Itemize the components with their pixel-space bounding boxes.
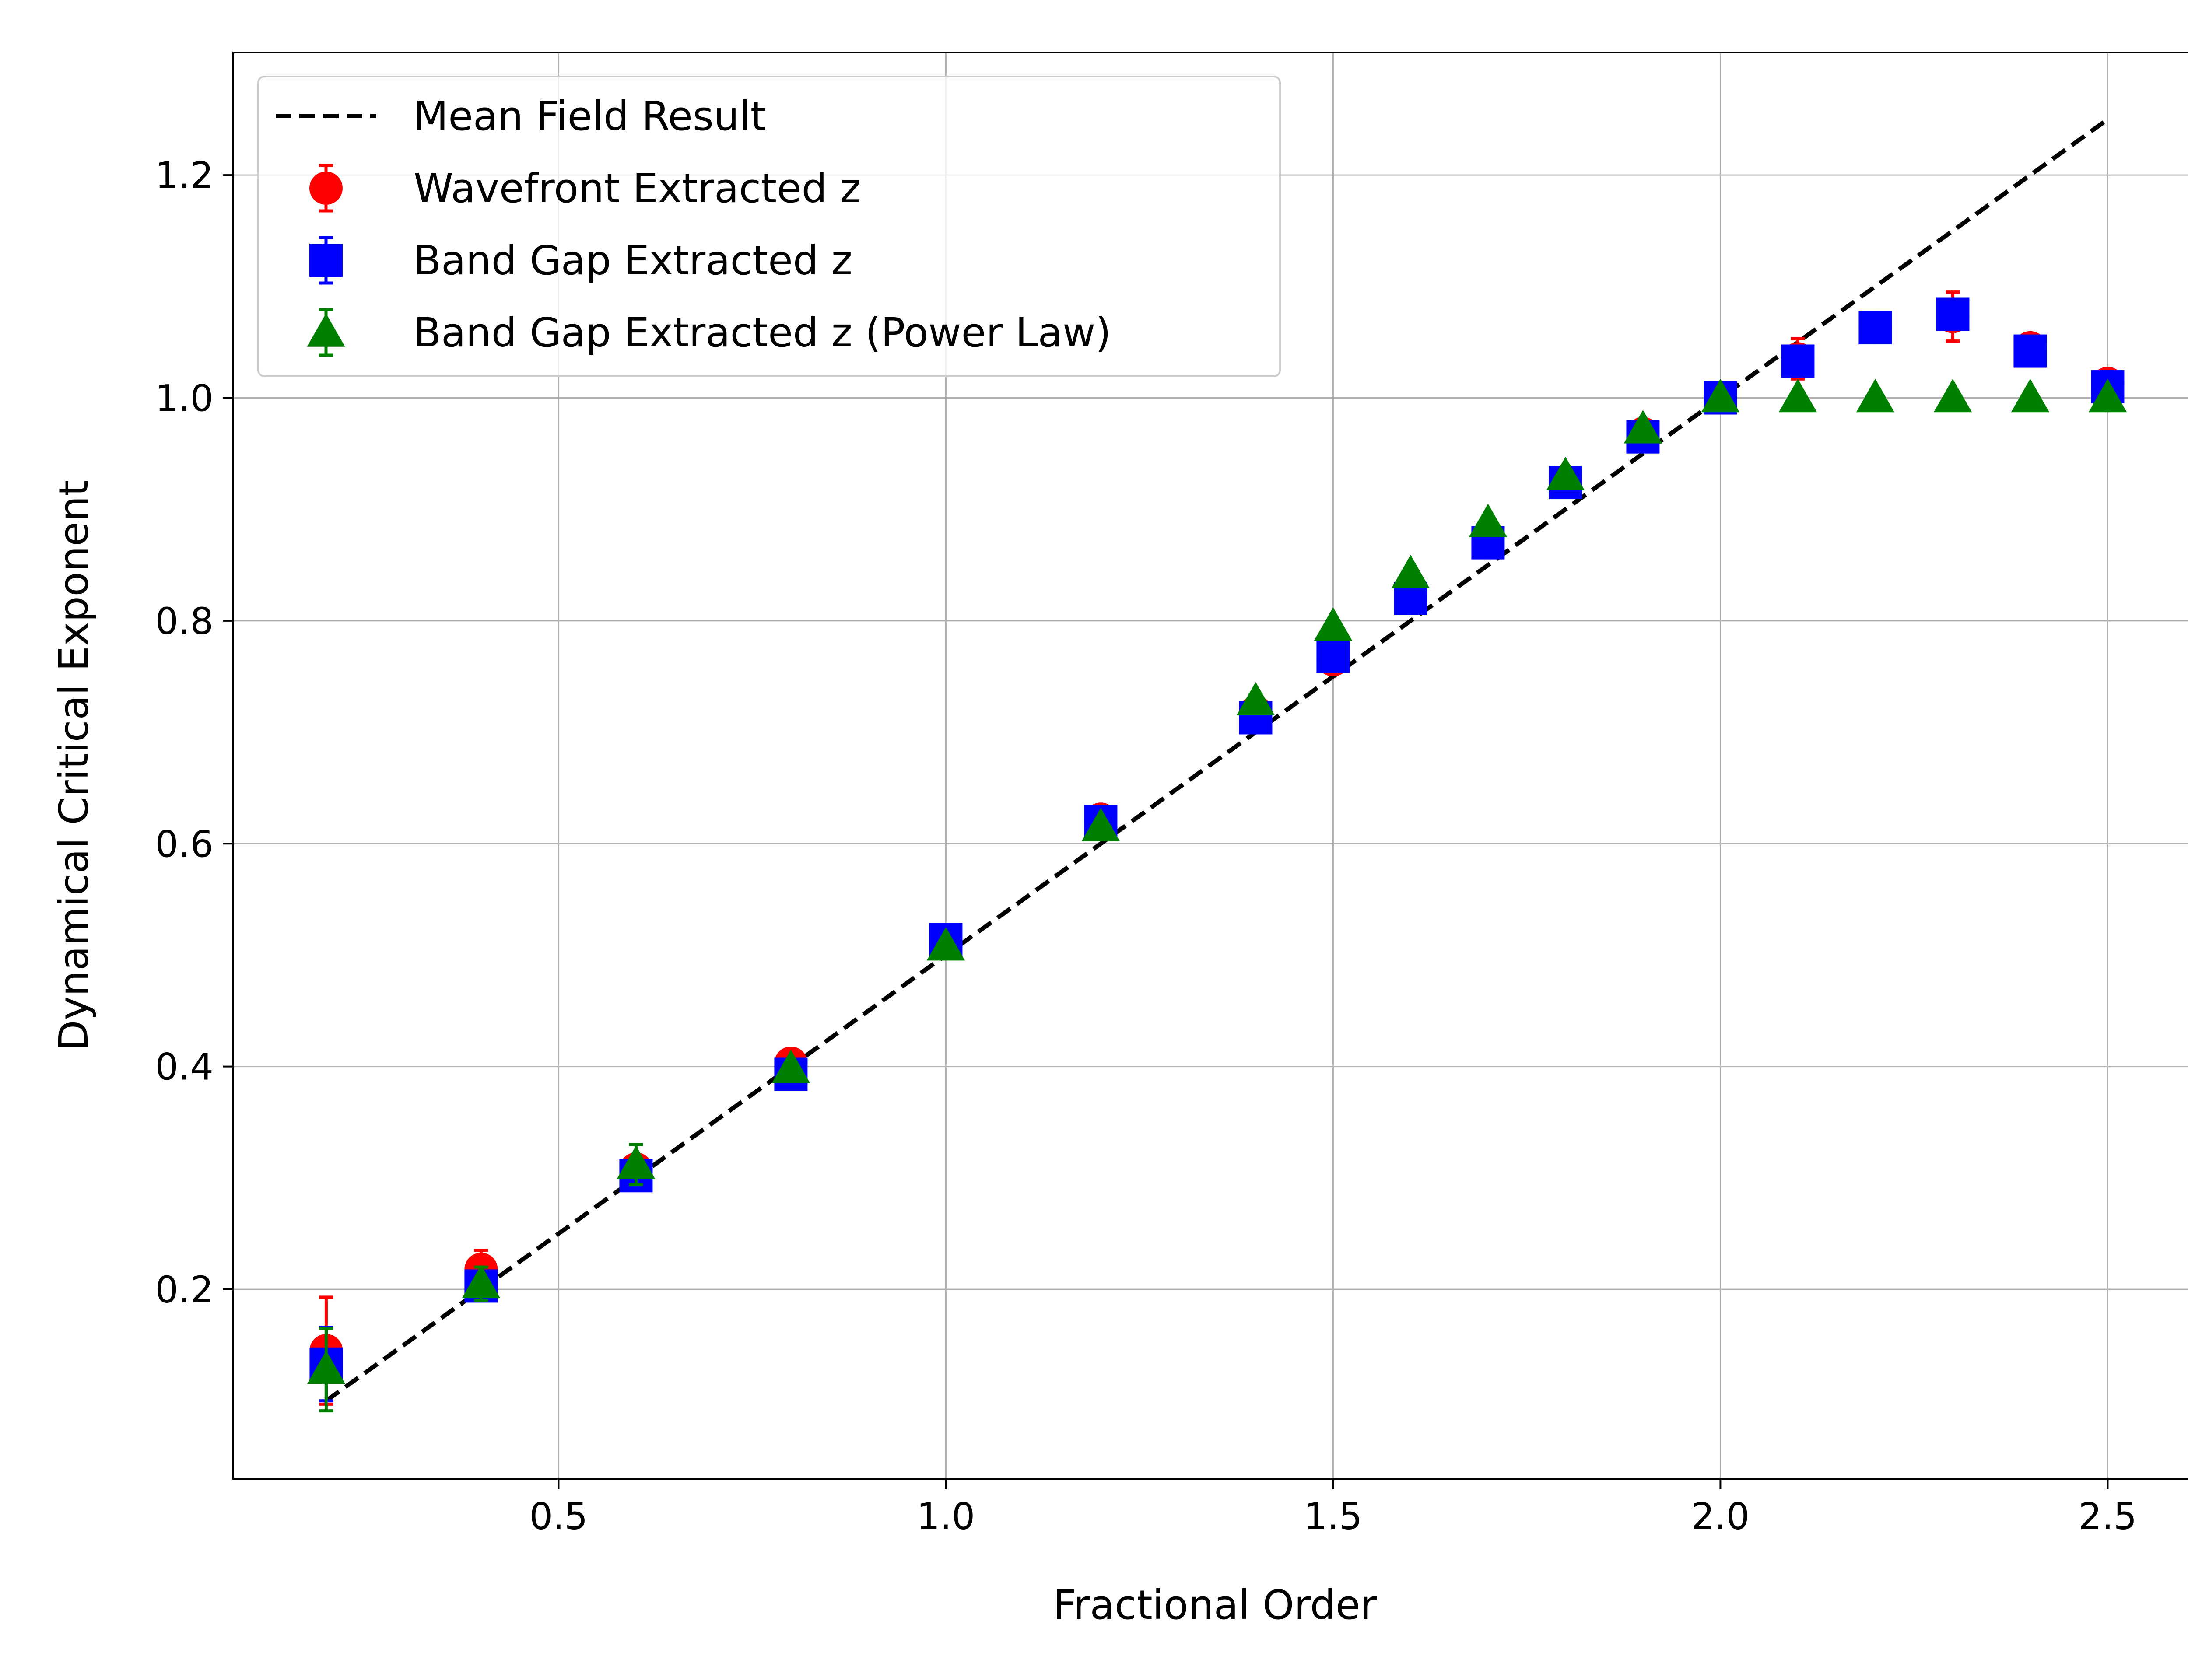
data-point [1546,457,1585,490]
data-point [1701,378,1740,413]
legend-swatch-square [309,236,343,285]
y-tick-label: 1.2 [155,154,214,197]
data-point [1933,378,1972,413]
data-point [1469,504,1508,537]
data-point [1623,410,1662,444]
data-point [2088,378,2127,413]
y-tick-label: 0.2 [155,1268,214,1311]
axis-ticks: 0.5 1.0 1.5 2.0 2.5 0.2 0.4 0.6 0.8 1.0 1.2 [155,154,2137,1538]
y-axis-label: Dynamical Critical Exponent [50,480,97,1051]
data-point [617,1145,656,1179]
x-tick-label: 2.0 [1691,1495,1750,1538]
legend-label-wavefront: Wavefront Extracted z [414,165,861,212]
legend-marker [309,172,343,205]
y-tick-label: 0.4 [155,1046,214,1088]
data-point [2013,334,2047,368]
plot-area-frame [232,52,2188,1480]
data-point [1778,378,1817,413]
x-axis-label: Fractional Order [1053,1582,1377,1628]
data-point [1781,344,1815,378]
data-point [1856,378,1895,413]
data-point [1391,555,1430,588]
legend: Mean Field Result Wavefront Extracted z … [257,76,1281,377]
legend-marker [307,313,345,347]
data-point [926,927,965,961]
legend-items [276,114,376,357]
y-tick-label: 0.6 [155,822,214,865]
legend-label-mean-field: Mean Field Result [414,93,766,140]
data-point [2011,378,2050,413]
data-point [1858,311,1892,345]
series-triangle [307,378,2127,1413]
x-tick-label: 1.0 [917,1495,975,1538]
data-series [307,290,2127,1413]
x-tick-label: 2.5 [2079,1495,2137,1538]
y-tick-label: 0.8 [155,600,214,643]
data-point [1316,640,1350,673]
data-point [1936,298,1970,331]
y-tick-label: 1.0 [155,377,214,420]
data-point [1081,808,1120,841]
data-point [462,1264,501,1298]
data-point [771,1050,810,1083]
data-point [1314,607,1353,641]
legend-label-band-gap-power-law: Band Gap Extracted z (Power Law) [414,309,1111,356]
data-point [307,1350,346,1384]
legend-label-band-gap: Band Gap Extracted z [414,237,852,284]
x-tick-label: 1.5 [1304,1495,1363,1538]
legend-box [257,76,1281,377]
legend-swatch-triangle [307,308,345,357]
legend-swatch-circle [309,164,343,213]
legend-marker [309,244,343,277]
x-tick-label: 0.5 [529,1495,588,1538]
data-point [1236,682,1275,716]
